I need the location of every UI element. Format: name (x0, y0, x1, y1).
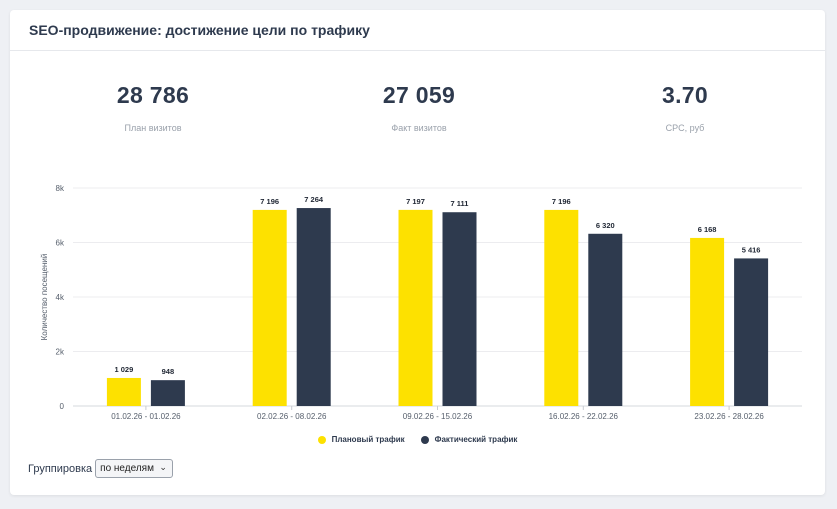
data-label: 7 264 (304, 195, 324, 204)
y-tick-label: 8k (56, 184, 65, 193)
grouping-select-value: по неделям (100, 463, 154, 474)
x-tick-label: 02.02.26 - 08.02.26 (257, 412, 327, 421)
kpi-label: План визитов (124, 123, 182, 133)
x-tick-label: 01.02.26 - 01.02.26 (111, 412, 181, 421)
kpi-fact-visits: 27 059 Факт визитов (319, 82, 519, 133)
y-tick-label: 0 (60, 402, 65, 411)
grouping-select[interactable]: по неделям ⌄ (95, 459, 173, 478)
chevron-down-icon: ⌄ (159, 462, 167, 472)
grouping-control: Группировка по неделям ⌄ (28, 459, 173, 478)
y-axis-label: Количество посещений (40, 254, 49, 341)
bar-fact (442, 212, 477, 406)
bar-plan (252, 209, 287, 406)
data-label: 7 111 (451, 199, 469, 208)
kpi-value: 28 786 (116, 82, 190, 108)
legend-swatch-plan (317, 435, 326, 444)
bar-plan (690, 237, 725, 406)
data-label: 6 320 (596, 221, 615, 230)
bar-fact (734, 258, 769, 406)
y-tick-label: 6k (56, 239, 65, 248)
chart-card: SEO-продвижение: достижение цели по траф… (10, 10, 825, 495)
data-label: 1 029 (115, 365, 134, 374)
kpi-label: CPC, руб (665, 123, 705, 133)
legend-swatch-fact (420, 435, 429, 444)
bar-chart: 0 2k 4k 6k 8k Количество посещений 1 029 948 01.… (40, 184, 802, 421)
bar-fact (588, 233, 623, 406)
bar-plan (398, 209, 433, 406)
legend-label: Плановый трафик (331, 435, 405, 444)
kpi-value: 3.70 (662, 82, 708, 108)
kpi-plan-visits: 28 786 План визитов (53, 82, 253, 133)
grouping-label: Группировка (28, 462, 93, 475)
bar-plan (106, 377, 141, 406)
bar-plan (544, 209, 579, 406)
card-header: SEO-продвижение: достижение цели по траф… (10, 10, 825, 51)
legend-label: Фактический трафик (434, 435, 518, 444)
bar-fact (296, 208, 331, 406)
y-tick-label: 2k (56, 348, 65, 357)
data-label: 7 196 (260, 197, 279, 206)
legend-item-fact[interactable]: Фактический трафик (420, 435, 518, 444)
x-tick-label: 23.02.26 - 28.02.26 (694, 412, 764, 421)
kpi-cpc: 3.70 CPC, руб (585, 82, 785, 133)
data-label: 7 197 (406, 197, 425, 206)
kpi-label: Факт визитов (391, 123, 447, 133)
chart-legend: Плановый трафик Фактический трафик (10, 435, 825, 444)
bar-fact (150, 380, 185, 406)
data-label: 5 416 (742, 245, 761, 254)
kpi-value: 27 059 (382, 82, 456, 108)
y-tick-label: 4k (56, 293, 65, 302)
data-label: 7 196 (552, 197, 571, 206)
data-label: 6 168 (698, 225, 717, 234)
x-tick-label: 09.02.26 - 15.02.26 (403, 412, 473, 421)
page-title: SEO-продвижение: достижение цели по траф… (29, 22, 370, 38)
x-tick-label: 16.02.26 - 22.02.26 (549, 412, 619, 421)
data-label: 948 (162, 367, 175, 376)
legend-item-plan[interactable]: Плановый трафик (317, 435, 405, 444)
